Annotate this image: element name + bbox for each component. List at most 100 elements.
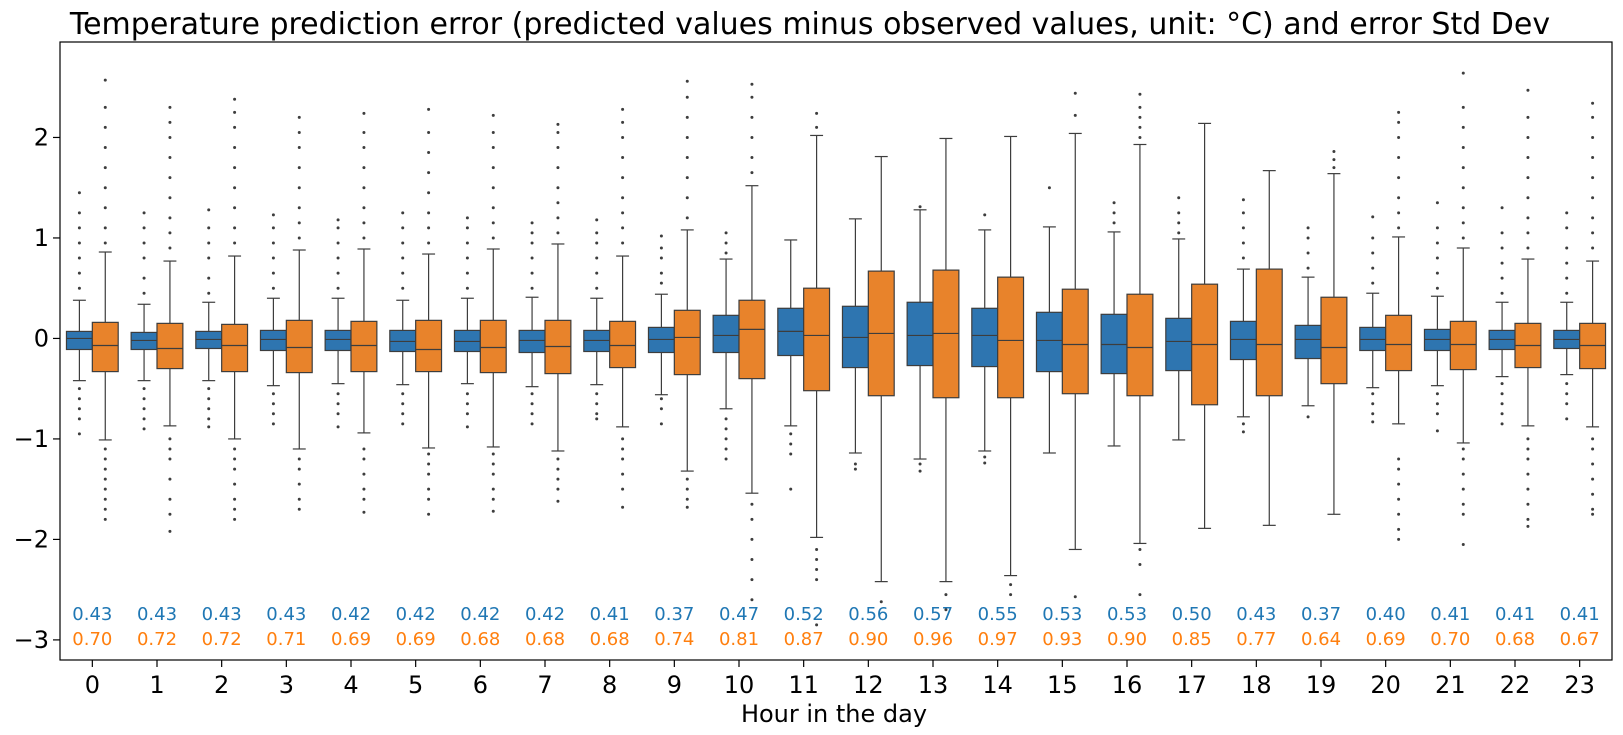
- box-iqr: [324, 329, 352, 352]
- outlier-point: [1526, 196, 1530, 200]
- box-iqr: [803, 287, 831, 392]
- outlier-point: [1397, 497, 1401, 501]
- std-dev-label: 0.68: [460, 629, 500, 650]
- outlier-point: [1332, 166, 1336, 170]
- outlier-point: [1306, 251, 1310, 255]
- outlier-point: [1461, 206, 1465, 210]
- outlier-point: [685, 216, 689, 220]
- outlier-point: [233, 447, 237, 451]
- outlier-point: [168, 135, 172, 139]
- outlier-point: [815, 623, 819, 627]
- outlier-point: [491, 130, 495, 134]
- box-3-s0: [259, 213, 287, 426]
- outlier-point: [621, 457, 625, 461]
- box-iqr: [738, 299, 766, 380]
- outlier-point: [297, 166, 301, 170]
- outlier-point: [297, 130, 301, 134]
- std-dev-label: 0.41: [590, 604, 630, 625]
- outlier-point: [1500, 291, 1504, 295]
- outlier-point: [1073, 595, 1077, 599]
- box-iqr: [156, 322, 184, 370]
- std-dev-label: 0.77: [1236, 629, 1276, 650]
- x-tick-label: 8: [602, 671, 617, 699]
- outlier-point: [595, 412, 599, 416]
- outlier-point: [1397, 537, 1401, 541]
- box-iqr: [1294, 324, 1322, 360]
- x-tick-label: 22: [1500, 671, 1531, 699]
- outlier-point: [401, 256, 405, 260]
- box-9-s0: [647, 234, 675, 426]
- box-iqr: [971, 307, 999, 368]
- box-12-s0: [841, 218, 869, 471]
- outlier-point: [271, 241, 275, 245]
- outlier-point: [168, 176, 172, 180]
- x-tick-label: 5: [408, 671, 423, 699]
- outlier-point: [595, 417, 599, 421]
- outlier-point: [556, 146, 560, 150]
- outlier-point: [1526, 457, 1530, 461]
- std-dev-label: 0.90: [848, 629, 888, 650]
- outlier-point: [233, 166, 237, 170]
- outlier-point: [168, 105, 172, 109]
- box-0-s0: [65, 191, 93, 436]
- std-dev-label: 0.37: [654, 604, 694, 625]
- box-10-s1: [738, 82, 766, 602]
- box-14-s1: [997, 135, 1025, 597]
- box-iqr: [1449, 320, 1477, 371]
- outlier-point: [621, 135, 625, 139]
- outlier-point: [1591, 477, 1595, 481]
- box-9-s1: [673, 79, 701, 509]
- outlier-point: [1371, 236, 1375, 240]
- std-dev-label: 0.68: [1495, 629, 1535, 650]
- outlier-point: [465, 425, 469, 429]
- outlier-point: [1591, 437, 1595, 441]
- outlier-point: [207, 425, 211, 429]
- outlier-point: [879, 600, 883, 604]
- x-tick-label: 4: [343, 671, 358, 699]
- outlier-point: [983, 461, 987, 465]
- outlier-point: [1591, 246, 1595, 250]
- outlier-point: [621, 241, 625, 245]
- outlier-point: [556, 186, 560, 190]
- outlier-point: [401, 422, 405, 426]
- outlier-point: [103, 447, 107, 451]
- outlier-point: [207, 417, 211, 421]
- box-iqr: [479, 319, 507, 374]
- outlier-point: [1397, 457, 1401, 461]
- outlier-point: [103, 125, 107, 129]
- outlier-point: [1435, 429, 1439, 433]
- outlier-point: [168, 447, 172, 451]
- outlier-point: [659, 281, 663, 285]
- outlier-point: [750, 558, 754, 562]
- outlier-point: [168, 497, 172, 501]
- outlier-point: [465, 271, 469, 275]
- outlier-point: [944, 593, 948, 597]
- outlier-point: [77, 432, 81, 436]
- outlier-point: [1565, 246, 1569, 250]
- outlier-point: [556, 130, 560, 134]
- outlier-point: [789, 432, 793, 436]
- box-7-s0: [518, 221, 546, 426]
- outlier-point: [1241, 198, 1245, 202]
- outlier-point: [427, 107, 431, 111]
- box-16-s1: [1126, 92, 1154, 597]
- outlier-point: [1138, 135, 1142, 139]
- box-8-s1: [609, 107, 637, 509]
- std-dev-label: 0.41: [1560, 604, 1600, 625]
- std-dev-label: 0.43: [1236, 604, 1276, 625]
- outlier-point: [77, 407, 81, 411]
- outlier-point: [685, 95, 689, 99]
- outlier-point: [77, 417, 81, 421]
- outlier-point: [1241, 211, 1245, 215]
- outlier-point: [1397, 226, 1401, 230]
- box-2-s0: [195, 208, 223, 429]
- outlier-point: [1397, 512, 1401, 516]
- outlier-point: [530, 241, 534, 245]
- box-0-s1: [91, 78, 119, 521]
- box-21-s1: [1449, 71, 1477, 546]
- outlier-point: [1047, 186, 1051, 190]
- outlier-point: [401, 392, 405, 396]
- outlier-point: [685, 196, 689, 200]
- std-dev-label: 0.56: [848, 604, 888, 625]
